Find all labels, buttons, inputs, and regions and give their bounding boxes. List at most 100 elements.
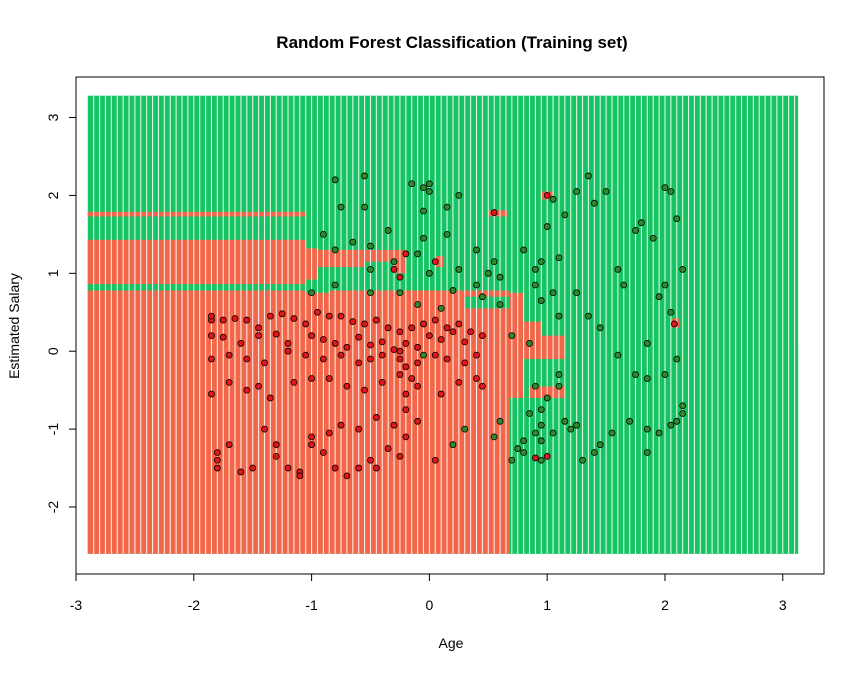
data-point-class-0 [420,320,427,328]
data-point-class-1 [361,172,368,180]
data-point-class-0 [390,266,398,273]
x-tick-label: -2 [188,597,201,613]
data-point-class-1 [643,375,651,382]
data-point-class-1 [549,195,557,203]
data-point-class-0 [378,378,386,386]
data-point-class-1 [561,417,569,425]
data-point-class-0 [355,464,363,472]
data-point-class-0 [331,464,339,472]
data-point-class-1 [655,429,663,437]
data-point-class-1 [673,355,681,363]
data-point-class-1 [590,449,598,456]
data-point-class-0 [431,351,439,359]
data-point-class-0 [272,452,280,460]
data-point-class-1 [496,301,504,308]
data-point-class-0 [361,320,368,328]
data-point-class-1 [331,176,339,184]
data-point-class-0 [255,382,262,390]
x-tick-label: 3 [779,597,787,613]
data-point-class-1 [573,421,581,429]
data-point-class-1 [543,394,551,402]
data-point-class-0 [325,375,333,382]
data-point-class-0 [414,382,422,390]
data-point-class-0 [402,406,410,414]
data-point-class-0 [284,340,292,347]
data-point-class-0 [278,310,286,318]
data-point-class-0 [414,343,422,351]
grid-stripe-layer [93,95,796,554]
data-point-class-1 [602,188,610,195]
data-point-class-1 [655,293,663,301]
data-point-class-0 [449,328,457,336]
data-point-class-0 [384,445,392,452]
data-point-class-0 [437,390,445,398]
y-tick-label: 3 [45,113,61,121]
data-point-class-0 [225,378,233,386]
data-point-class-1 [555,254,563,262]
data-point-class-1 [643,340,651,347]
decision-region [87,239,306,285]
data-point-class-0 [284,347,292,355]
data-point-class-1 [420,207,427,215]
data-point-class-1 [367,242,374,250]
data-point-class-0 [461,359,469,367]
data-point-class-1 [478,293,486,301]
data-point-class-0 [243,316,251,324]
data-point-class-0 [314,308,321,316]
data-point-class-0 [337,351,345,359]
y-tick-label: 0 [45,347,61,355]
data-point-class-0 [408,324,416,332]
data-point-class-1 [555,371,563,378]
data-point-class-1 [573,289,581,297]
data-point-class-0 [431,258,439,266]
data-point-class-1 [496,417,504,425]
x-tick-label: -3 [70,597,83,613]
data-point-class-0 [431,316,439,324]
data-point-class-1 [585,172,592,180]
data-point-class-0 [225,441,233,449]
data-point-class-0 [378,351,386,359]
data-point-class-0 [367,341,374,349]
data-point-class-0 [261,425,268,433]
data-point-class-0 [384,324,392,332]
data-point-class-0 [455,320,463,328]
data-point-class-0 [367,456,374,464]
data-point-class-0 [408,375,416,382]
data-point-class-1 [420,234,427,242]
data-point-class-1 [420,351,427,359]
data-point-class-0 [272,330,280,338]
data-point-class-0 [367,355,374,363]
y-tick-label: -1 [45,423,61,436]
data-point-class-1 [490,433,498,441]
y-axis: -2 -1 0 1 2 3 [45,113,77,513]
data-point-class-1 [425,188,433,195]
data-point-class-0 [337,312,345,320]
decision-region-layer [87,95,799,554]
data-point-class-1 [396,289,404,297]
data-point-class-0 [272,441,280,449]
decision-region [305,290,383,309]
data-point-class-1 [461,425,469,433]
data-point-class-1 [455,192,463,199]
y-axis-label: Estimated Salary [6,273,22,379]
data-point-class-1 [420,184,427,192]
data-point-class-1 [526,340,533,347]
data-point-class-1 [484,269,492,277]
data-point-class-0 [671,320,678,328]
data-point-class-0 [402,340,410,347]
data-point-class-0 [208,390,215,398]
data-point-class-0 [414,359,422,367]
data-point-class-1 [319,230,327,238]
data-point-class-0 [219,333,227,341]
data-point-class-1 [449,287,457,294]
data-point-class-0 [237,340,245,347]
data-point-class-0 [443,324,451,332]
data-point-class-1 [537,421,545,429]
data-point-class-0 [319,449,327,456]
data-point-class-0 [467,328,475,336]
data-point-class-1 [490,258,498,266]
data-point-class-1 [549,289,557,297]
data-point-class-1 [555,382,563,390]
data-point-class-0 [396,452,404,460]
data-point-class-1 [496,273,504,281]
